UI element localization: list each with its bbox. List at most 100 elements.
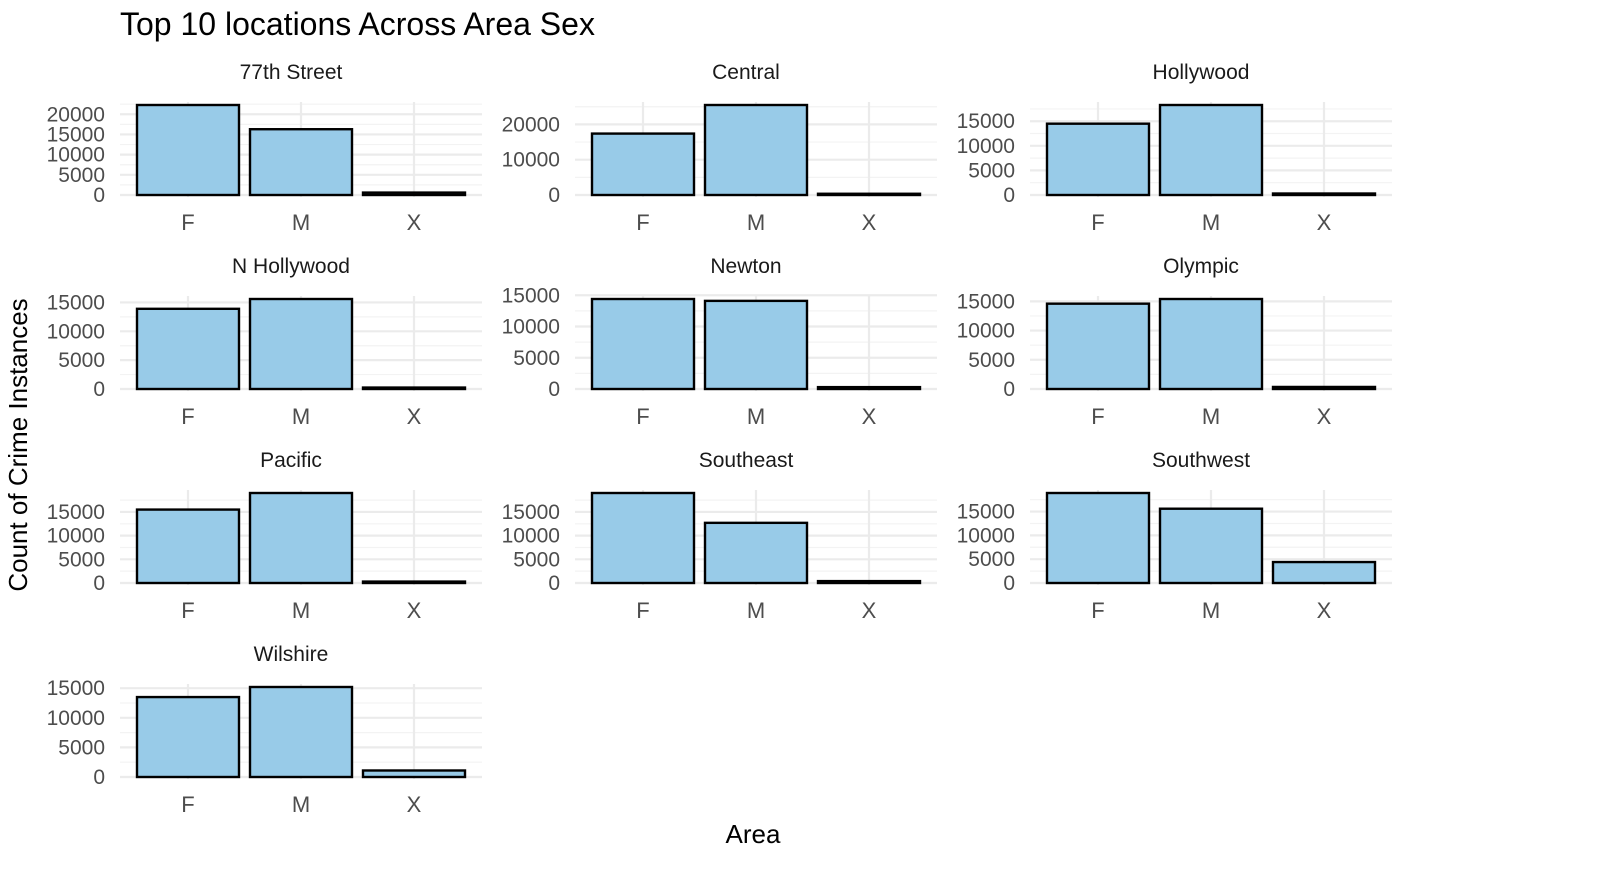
x-tick-label: F [1091, 404, 1104, 429]
facet-panel: Newton 0 5000 10000 15000 F M X [502, 255, 937, 429]
bar-x [361, 769, 467, 779]
bar-f [1045, 122, 1151, 197]
x-tick-label: M [747, 404, 765, 429]
x-tick-label: F [181, 404, 194, 429]
bar-x [1271, 560, 1377, 585]
bar-x [816, 579, 922, 585]
y-tick-label: 15000 [502, 284, 560, 307]
x-tick-label: X [407, 792, 422, 817]
chart-title: Top 10 locations Across Area Sex [120, 6, 595, 42]
y-tick-label: 5000 [58, 736, 105, 759]
bar-f [590, 297, 696, 391]
x-tick-label: M [292, 792, 310, 817]
bar-m [1158, 103, 1264, 197]
facet-strip-label: 77th Street [240, 61, 343, 84]
y-tick-label: 0 [93, 378, 105, 401]
x-tick-label: X [1317, 404, 1332, 429]
y-tick-label: 20000 [47, 103, 105, 126]
y-tick-label: 10000 [47, 144, 105, 167]
y-tick-label: 5000 [58, 349, 105, 372]
y-tick-label: 10000 [957, 524, 1015, 547]
y-tick-label: 10000 [502, 149, 560, 172]
facet-strip-label: Southeast [699, 449, 794, 472]
y-tick-label: 20000 [502, 113, 560, 136]
bar-x [1271, 385, 1377, 391]
x-tick-label: M [1202, 404, 1220, 429]
x-tick-label: F [636, 404, 649, 429]
facet-panel: Central 0 10000 20000 F M X [502, 61, 937, 235]
y-tick-label: 5000 [513, 347, 560, 370]
facet-strip-label: N Hollywood [232, 255, 350, 278]
facet-strip-label: Hollywood [1153, 61, 1250, 84]
y-tick-label: 15000 [47, 677, 105, 700]
x-tick-label: F [1091, 598, 1104, 623]
x-tick-label: X [1317, 598, 1332, 623]
x-tick-label: X [407, 210, 422, 235]
x-tick-label: F [181, 792, 194, 817]
y-tick-label: 0 [1003, 184, 1015, 207]
bar-x [361, 386, 467, 391]
bar-f [1045, 491, 1151, 585]
bar-m [248, 297, 354, 391]
y-tick-label: 5000 [58, 164, 105, 187]
y-tick-label: 5000 [58, 548, 105, 571]
bar-f [135, 307, 241, 391]
facet-panel: Olympic 0 5000 10000 15000 F M X [957, 255, 1392, 429]
bar-x [361, 580, 467, 585]
y-tick-label: 5000 [968, 548, 1015, 571]
x-tick-label: F [636, 210, 649, 235]
y-tick-label: 0 [93, 184, 105, 207]
y-tick-label: 10000 [957, 135, 1015, 158]
bar-m [703, 299, 809, 391]
x-tick-label: M [292, 210, 310, 235]
bar-x [816, 385, 922, 391]
y-tick-label: 5000 [968, 159, 1015, 182]
bar-m [248, 685, 354, 779]
x-tick-label: X [862, 598, 877, 623]
bar-x [1271, 192, 1377, 197]
y-tick-label: 5000 [513, 548, 560, 571]
x-tick-label: X [407, 404, 422, 429]
x-tick-label: M [747, 210, 765, 235]
x-tick-label: X [862, 404, 877, 429]
bar-m [248, 128, 354, 197]
facet-strip-label: Central [712, 61, 780, 84]
y-tick-label: 15000 [957, 290, 1015, 313]
y-tick-label: 10000 [502, 525, 560, 548]
y-tick-label: 10000 [47, 525, 105, 548]
bar-f [135, 103, 241, 197]
y-tick-label: 10000 [502, 316, 560, 339]
bar-x [816, 192, 922, 197]
y-tick-label: 0 [1003, 378, 1015, 401]
x-tick-label: X [862, 210, 877, 235]
bar-f [590, 491, 696, 585]
bar-m [703, 521, 809, 585]
y-tick-label: 15000 [47, 291, 105, 314]
facet-strip-label: Pacific [260, 449, 322, 472]
facet-strip-label: Newton [710, 255, 781, 278]
facet-panel: Wilshire 0 5000 10000 15000 F M X [47, 643, 482, 817]
bar-x [361, 191, 467, 197]
x-tick-label: F [181, 210, 194, 235]
x-tick-label: F [1091, 210, 1104, 235]
x-axis-title: Area [726, 819, 781, 849]
facet-strip-label: Wilshire [254, 643, 329, 666]
x-tick-label: M [1202, 598, 1220, 623]
y-tick-label: 15000 [502, 501, 560, 524]
y-tick-label: 15000 [957, 501, 1015, 524]
bar-m [1158, 297, 1264, 391]
x-tick-label: X [1317, 210, 1332, 235]
y-tick-label: 0 [93, 572, 105, 595]
bar-f [135, 508, 241, 585]
y-tick-label: 0 [548, 184, 560, 207]
y-tick-label: 10000 [957, 320, 1015, 343]
y-tick-label: 0 [93, 766, 105, 789]
y-tick-label: 0 [548, 572, 560, 595]
facet-strip-label: Southwest [1152, 449, 1250, 472]
bar-f [1045, 302, 1151, 391]
